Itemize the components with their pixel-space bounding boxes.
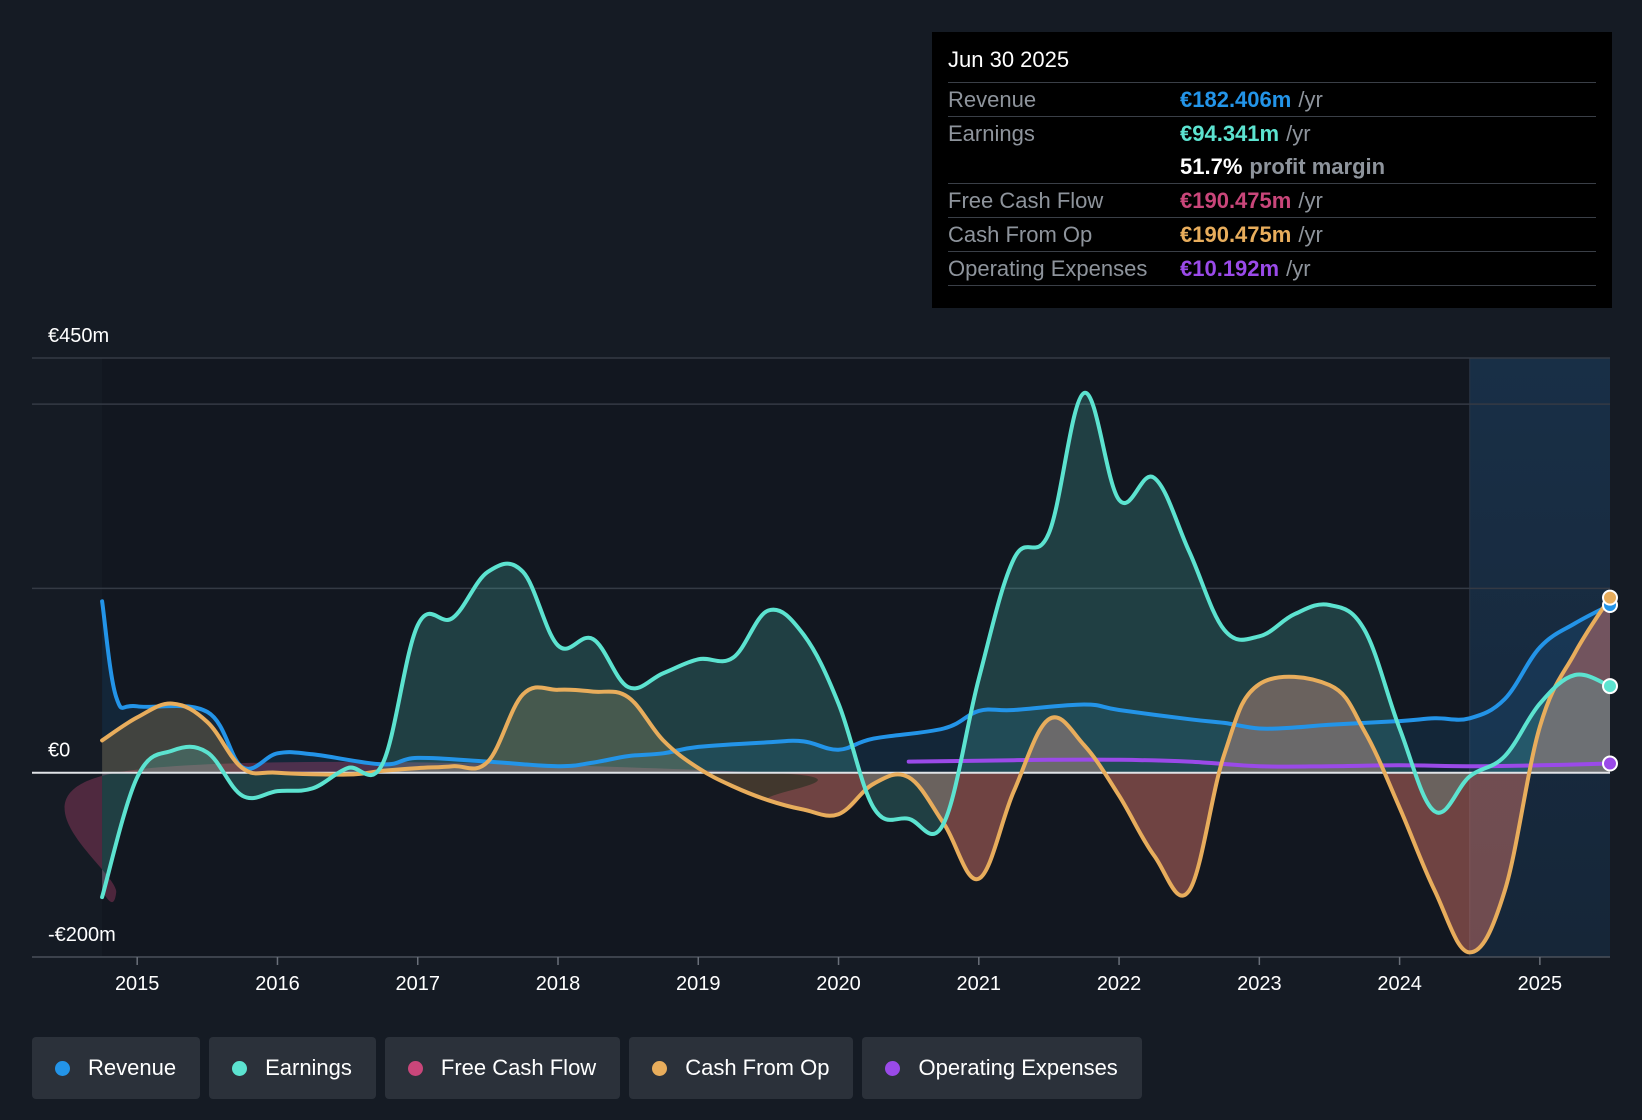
tooltip-panel: Jun 30 2025 Revenue €182.406m /yr Earnin… — [932, 32, 1612, 308]
legend-label-revenue: Revenue — [88, 1055, 177, 1080]
x-tick-label-2017: 2017 — [395, 973, 440, 995]
tooltip-value-margin: 51.7% — [1180, 153, 1243, 179]
forecast-highlight-region — [1469, 358, 1610, 957]
x-tick-label-2021: 2021 — [957, 973, 1002, 995]
x-tick-label-2019: 2019 — [676, 973, 721, 995]
x-tick-label-2020: 2020 — [816, 973, 861, 995]
y-label-bottom: -€200m — [48, 924, 116, 946]
fcf-area — [64, 597, 1610, 953]
revenue-line — [100, 599, 1612, 771]
tooltip-label-cfo: Cash From Op — [948, 221, 1093, 247]
fcf-dot-icon — [407, 1060, 423, 1076]
tooltip-unit-margin: profit margin — [1249, 153, 1386, 179]
cfo-end-marker — [1602, 589, 1618, 606]
tooltip-label-earnings: Earnings — [948, 120, 1035, 146]
tooltip-unit-fcf: /yr — [1298, 187, 1323, 213]
legend-label-opex: Operating Expenses — [918, 1055, 1118, 1080]
tooltip-value-fcf: €190.475m — [1180, 187, 1292, 213]
legend-item-opex[interactable]: Operating Expenses — [862, 1037, 1142, 1099]
tooltip-value-opex: €10.192m — [1180, 255, 1280, 281]
cfo-dot-icon — [652, 1060, 668, 1076]
tooltip-row-opex: Operating Expenses €10.192m /yr — [948, 251, 1596, 286]
opex-end-marker — [1602, 755, 1618, 772]
tooltip-unit-cfo: /yr — [1298, 221, 1323, 247]
tooltip-row-margin: 51.7% profit margin — [948, 150, 1596, 183]
earnings-line — [100, 391, 1612, 900]
tooltip-row-fcf: Free Cash Flow €190.475m /yr — [948, 183, 1596, 217]
plot-background — [102, 358, 1611, 957]
tooltip-row-cfo: Cash From Op €190.475m /yr — [948, 217, 1596, 251]
legend-item-cfo[interactable]: Cash From Op — [629, 1037, 854, 1099]
x-tick-label-2018: 2018 — [536, 973, 581, 995]
tooltip-label-fcf: Free Cash Flow — [948, 187, 1104, 213]
earnings-end-marker — [1602, 678, 1618, 695]
tooltip-date: Jun 30 2025 — [948, 47, 1070, 72]
tooltip-row-earnings: Earnings €94.341m /yr — [948, 116, 1596, 150]
x-tick-label-2025: 2025 — [1518, 973, 1563, 995]
opex-dot-icon — [885, 1060, 901, 1076]
x-tick-label-2023: 2023 — [1237, 973, 1282, 995]
x-tick-label-2015: 2015 — [115, 973, 160, 995]
legend-label-fcf: Free Cash Flow — [440, 1055, 597, 1080]
tooltip-label-revenue: Revenue — [948, 86, 1037, 112]
tooltip-value-cfo: €190.475m — [1180, 221, 1292, 247]
legend-item-revenue[interactable]: Revenue — [32, 1037, 201, 1099]
cfo-line — [100, 595, 1612, 955]
tooltip-value-earnings: €94.341m — [1180, 120, 1280, 146]
x-tick-label-2022: 2022 — [1097, 973, 1142, 995]
legend-label-cfo: Cash From Op — [685, 1055, 830, 1080]
y-label-top: €450m — [48, 325, 109, 347]
tooltip-value-revenue: €182.406m — [1180, 86, 1292, 112]
earnings-dot-icon — [232, 1060, 248, 1076]
revenue-dot-icon — [55, 1060, 70, 1076]
legend-item-fcf[interactable]: Free Cash Flow — [384, 1037, 621, 1099]
tooltip-unit-opex: /yr — [1286, 255, 1311, 281]
legend-label-earnings: Earnings — [265, 1055, 352, 1080]
legend: Revenue Earnings Free Cash Flow Cash Fro… — [32, 1037, 1142, 1099]
cfo-area — [102, 597, 1611, 953]
tooltip-row-revenue: Revenue €182.406m /yr — [948, 82, 1596, 116]
tooltip-unit-earnings: /yr — [1286, 120, 1311, 146]
y-label-zero: €0 — [48, 740, 70, 762]
x-tick-label-2024: 2024 — [1377, 973, 1422, 995]
earnings-area — [102, 392, 1611, 898]
legend-item-earnings[interactable]: Earnings — [209, 1037, 376, 1099]
tooltip-unit-revenue: /yr — [1298, 86, 1323, 112]
tooltip-label-opex: Operating Expenses — [948, 255, 1148, 281]
x-tick-label-2016: 2016 — [255, 973, 300, 995]
